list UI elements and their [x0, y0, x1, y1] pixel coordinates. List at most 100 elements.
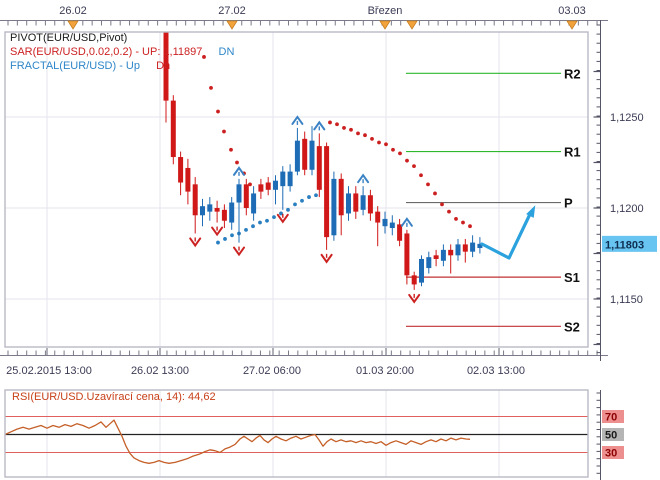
- legend-fractal-text: FRACTAL(EUR/USD) -: [10, 60, 123, 72]
- candle: [419, 258, 424, 283]
- sar-dot: [265, 218, 269, 223]
- candle: [221, 209, 227, 221]
- fractal-down-marker: [233, 246, 245, 257]
- sar-dot: [248, 182, 252, 187]
- candle: [324, 146, 330, 238]
- sar-dot: [230, 233, 234, 238]
- sar-dot: [279, 211, 283, 216]
- main-plot-area[interactable]: [5, 32, 588, 347]
- sar-dot: [447, 209, 451, 214]
- candle: [462, 244, 468, 252]
- pivot-label-P: P: [564, 196, 573, 211]
- legend-sar-up-value: UP: 1,11897: [142, 46, 203, 58]
- sar-dot: [398, 151, 402, 156]
- fractal-down-marker: [408, 293, 421, 304]
- candle: [200, 206, 205, 216]
- price-axis-label: 1,1250: [610, 112, 644, 124]
- bottom-axis-label: 25.02.2015 13:00: [6, 365, 92, 377]
- top-axis-label: 26.02: [59, 5, 87, 17]
- day-marker-icon: [226, 20, 238, 30]
- sar-dot: [468, 224, 472, 229]
- top-axis-label: 03.03: [558, 5, 586, 17]
- bottom-axis-label: 01.03 20:00: [356, 365, 414, 377]
- sar-dot: [384, 142, 388, 147]
- top-axis-label: Březen: [368, 5, 403, 17]
- rsi-level-badge-50: [602, 428, 624, 441]
- sar-dot: [440, 202, 444, 207]
- candle: [273, 180, 278, 190]
- candle: [331, 178, 337, 236]
- sar-dot: [349, 127, 353, 132]
- sar-dot: [286, 207, 290, 212]
- current-price-value: 1,11803: [605, 239, 644, 251]
- candle: [294, 140, 300, 172]
- sar-dot: [229, 147, 233, 152]
- candle: [316, 146, 322, 190]
- sar-dot: [216, 109, 220, 114]
- candle: [192, 184, 198, 216]
- sar-dot: [461, 220, 465, 225]
- fractal-down-marker: [320, 253, 333, 264]
- candle: [236, 184, 242, 203]
- legend-line-sar: SAR(EUR/USD,0.02,0.2) - UP: 1,11897 DN: [10, 45, 234, 59]
- price-axis-label: 1,1150: [610, 294, 643, 306]
- indicator-legend: PIVOT(EUR/USD,Pivot) SAR(EUR/USD,0.02,0.…: [10, 31, 234, 73]
- fractal-down-marker: [211, 226, 224, 237]
- candle: [404, 233, 410, 276]
- sar-dot: [335, 122, 339, 127]
- price-axis-label: 1,1200: [610, 203, 644, 215]
- pivot-label-R1: R1: [564, 145, 581, 160]
- candle: [440, 249, 446, 261]
- candle: [389, 222, 395, 229]
- candle: [243, 184, 249, 208]
- sar-dot: [216, 240, 220, 245]
- pivot-label-S1: S1: [564, 270, 580, 285]
- candles-layer: [163, 32, 483, 290]
- candle: [214, 208, 220, 212]
- day-marker-icon: [379, 20, 391, 30]
- sar-dot: [370, 136, 374, 141]
- day-marker-icon: [406, 20, 418, 30]
- pivot-label-S2: S2: [564, 319, 580, 334]
- fractal-down-marker: [276, 213, 289, 224]
- sar-dot: [235, 160, 239, 165]
- rsi-line: [4, 419, 471, 464]
- bottom-axis-label: 02.03 13:00: [467, 365, 525, 377]
- rsi-level-badge-text-50: 50: [605, 430, 617, 442]
- pivot-label-R2: R2: [564, 66, 581, 81]
- day-marker-icon: [566, 20, 578, 30]
- rsi-level-badge-text-70: 70: [605, 412, 617, 424]
- candle: [455, 244, 461, 256]
- candle: [448, 249, 454, 256]
- sar-dot: [433, 191, 437, 196]
- rsi-legend: RSI(EUR/USD.Uzavírací cena, 14): 44,62: [12, 391, 216, 403]
- candle: [375, 211, 381, 223]
- drawn-arrow-head[interactable]: [526, 205, 536, 218]
- candle: [433, 255, 439, 259]
- sar-dot: [222, 129, 226, 134]
- candle: [426, 257, 432, 269]
- sar-dot: [391, 147, 395, 152]
- legend-sar-text: SAR(EUR/USD,0.02,0.2) -: [10, 46, 139, 58]
- sar-dot: [328, 120, 332, 125]
- candle: [397, 224, 403, 241]
- sar-dot: [356, 131, 360, 136]
- candle: [185, 167, 191, 192]
- sar-dot: [244, 227, 248, 232]
- sar-dot: [314, 193, 318, 198]
- candle: [265, 182, 271, 190]
- legend-fractal-up-flag: Up: [125, 60, 140, 72]
- candle: [207, 204, 213, 212]
- drawn-arrow[interactable]: [480, 210, 533, 260]
- candle: [170, 100, 176, 158]
- sar-dot: [454, 217, 458, 221]
- rsi-plot-area[interactable]: [5, 390, 588, 477]
- candle: [470, 242, 476, 252]
- sar-dot: [377, 140, 381, 145]
- sar-dot: [251, 224, 255, 229]
- legend-sar-dn-flag: DN: [218, 46, 235, 58]
- fractal-up-marker: [400, 217, 413, 227]
- sar-dot: [363, 133, 367, 138]
- sar-dot: [405, 158, 409, 163]
